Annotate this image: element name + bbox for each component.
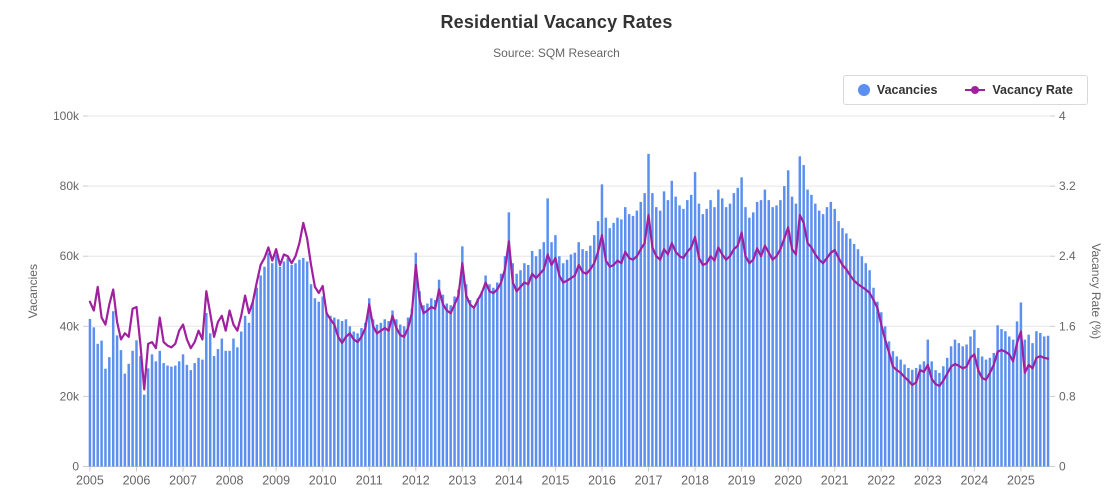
svg-text:2014: 2014 — [495, 474, 523, 488]
svg-text:2010: 2010 — [309, 474, 337, 488]
svg-text:2005: 2005 — [76, 474, 104, 488]
svg-text:2.4: 2.4 — [1059, 249, 1076, 263]
svg-text:0: 0 — [1059, 460, 1066, 474]
legend-item-vacancy-rate[interactable]: Vacancy Rate — [965, 83, 1073, 97]
vacancy-rate-line-series[interactable] — [88, 213, 1050, 391]
svg-text:2022: 2022 — [867, 474, 895, 488]
svg-text:2025: 2025 — [1007, 474, 1035, 488]
svg-text:0.8: 0.8 — [1059, 389, 1076, 403]
y-axis-right-title: Vacancy Rate (%) — [1089, 243, 1103, 339]
svg-text:2021: 2021 — [821, 474, 849, 488]
y-axis-left: 0 20k 40k 60k 80k 100k — [53, 109, 88, 474]
svg-text:2006: 2006 — [123, 474, 151, 488]
svg-text:1.6: 1.6 — [1059, 319, 1076, 333]
svg-text:2007: 2007 — [169, 474, 197, 488]
vacancies-series-swatch — [857, 84, 870, 96]
svg-text:60k: 60k — [60, 249, 80, 263]
svg-text:20k: 20k — [60, 389, 80, 403]
chart-subtitle: Source: SQM Research — [493, 46, 620, 60]
svg-text:2016: 2016 — [588, 474, 616, 488]
svg-text:2018: 2018 — [681, 474, 709, 488]
chart-title: Residential Vacancy Rates — [440, 12, 673, 32]
svg-text:2023: 2023 — [914, 474, 942, 488]
svg-text:80k: 80k — [60, 179, 80, 193]
svg-text:2013: 2013 — [448, 474, 476, 488]
svg-text:2012: 2012 — [402, 474, 430, 488]
svg-text:2008: 2008 — [216, 474, 244, 488]
svg-text:100k: 100k — [53, 109, 80, 123]
y-axis-right: 0 0.8 1.6 2.4 3.2 4 — [1050, 109, 1076, 474]
svg-text:2009: 2009 — [262, 474, 290, 488]
svg-text:2011: 2011 — [356, 474, 383, 488]
legend-item-label: Vacancies — [876, 83, 938, 97]
svg-text:3.2: 3.2 — [1059, 179, 1076, 193]
x-axis: 2005 2006 2007 2008 2009 2010 2011 2012 2013 2014… — [76, 466, 1035, 488]
svg-text:2017: 2017 — [635, 474, 663, 488]
vacancies-bars-series[interactable] — [88, 153, 1050, 467]
svg-text:0: 0 — [72, 460, 79, 474]
y-axis-left-title: Vacancies — [26, 264, 40, 318]
svg-text:40k: 40k — [60, 319, 80, 333]
legend-item-label: Vacancy Rate — [992, 83, 1073, 97]
legend-item-vacancies[interactable]: Vacancies — [857, 83, 938, 97]
legend: Vacancies Vacancy Rate — [842, 75, 1088, 105]
svg-text:2020: 2020 — [774, 474, 802, 488]
svg-text:4: 4 — [1059, 109, 1066, 123]
svg-text:2019: 2019 — [728, 474, 756, 488]
svg-text:2015: 2015 — [542, 474, 570, 488]
svg-text:2024: 2024 — [960, 474, 988, 488]
vacancy-rate-series-swatch — [965, 86, 986, 94]
